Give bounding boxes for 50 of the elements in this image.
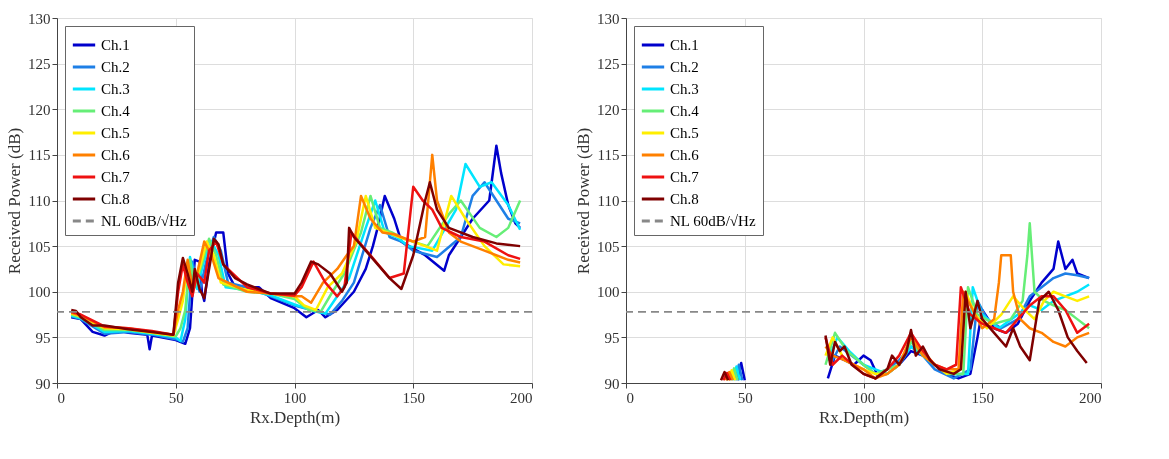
legend-label: NL 60dB/√Hz bbox=[101, 213, 187, 229]
x-tick-label: 0 bbox=[626, 389, 634, 406]
y-tick-label: 110 bbox=[28, 193, 51, 209]
legend-label: Ch.6 bbox=[670, 147, 700, 163]
y-tick-label: 90 bbox=[604, 375, 620, 392]
y-tick-label: 110 bbox=[597, 193, 620, 209]
legend-label: Ch.4 bbox=[670, 103, 700, 119]
legend-label: Ch.2 bbox=[670, 59, 699, 75]
x-tick-label: 50 bbox=[168, 389, 184, 406]
y-tick-label: 120 bbox=[597, 101, 620, 118]
x-tick-label: 100 bbox=[852, 389, 876, 406]
y-tick-label: 115 bbox=[28, 147, 51, 164]
y-tick-label: 130 bbox=[28, 10, 51, 27]
legend-label: Ch.4 bbox=[101, 103, 131, 119]
legend-label: Ch.8 bbox=[101, 191, 130, 207]
legend-label: Ch.6 bbox=[101, 147, 131, 163]
x-axis-title: Rx.Depth(m) bbox=[818, 407, 910, 427]
legend-label: Ch.2 bbox=[101, 59, 130, 75]
x-tick-label: 200 bbox=[510, 389, 533, 406]
y-tick-label: 105 bbox=[597, 238, 620, 255]
y-tick-label: 105 bbox=[28, 238, 51, 255]
legend-label: Ch.3 bbox=[101, 81, 130, 97]
legend-label: Ch.7 bbox=[670, 169, 700, 185]
y-tick-label: 120 bbox=[28, 101, 51, 118]
y-tick-label: 125 bbox=[597, 56, 620, 73]
y-tick-label: 95 bbox=[35, 329, 51, 346]
y-tick-label: 115 bbox=[597, 147, 620, 164]
legend-label: Ch.1 bbox=[101, 37, 130, 53]
legend-label: NL 60dB/√Hz bbox=[670, 213, 756, 229]
y-tick-label: 100 bbox=[597, 284, 620, 301]
legend-label: Ch.5 bbox=[670, 125, 699, 141]
y-tick-label: 125 bbox=[28, 56, 51, 73]
legend-label: Ch.5 bbox=[101, 125, 130, 141]
legend-label: Ch.1 bbox=[670, 37, 699, 53]
x-tick-label: 0 bbox=[57, 389, 65, 406]
x-tick-label: 100 bbox=[283, 389, 307, 406]
x-tick-label: 150 bbox=[402, 389, 425, 406]
y-tick-label: 100 bbox=[28, 284, 51, 301]
x-tick-label: 200 bbox=[1079, 389, 1102, 406]
x-tick-label: 150 bbox=[971, 389, 994, 406]
y-tick-label: 90 bbox=[35, 375, 51, 392]
y-tick-label: 95 bbox=[604, 329, 620, 346]
legend-label: Ch.3 bbox=[670, 81, 699, 97]
y-axis-title: Received Power (dB) bbox=[5, 127, 24, 275]
y-tick-label: 130 bbox=[597, 10, 620, 27]
x-tick-label: 50 bbox=[737, 389, 753, 406]
x-axis-title: Rx.Depth(m) bbox=[249, 407, 341, 427]
y-axis-title: Received Power (dB) bbox=[574, 127, 593, 275]
legend-label: Ch.7 bbox=[101, 169, 131, 185]
legend-label: Ch.8 bbox=[670, 191, 699, 207]
